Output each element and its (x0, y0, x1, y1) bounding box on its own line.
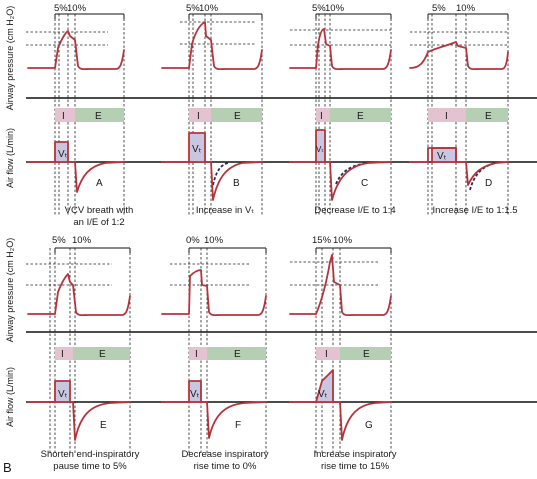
column-a: 5% 10% I E Vₜ A VCV breath with an I/E o… (26, 3, 133, 228)
svg-text:E: E (234, 111, 241, 122)
column-g: 15% 10% I E Vₜ G Increase inspiratory ri… (289, 235, 397, 472)
tidal-volume-area-c (315, 129, 326, 163)
column-letter-f: F (235, 420, 241, 431)
svg-text:5%: 5% (312, 3, 326, 14)
top-flow-axis-label: Air flow (L/min) (5, 128, 15, 188)
pressure-waveform-d (409, 41, 509, 71)
pause-label-a: 10% (67, 3, 87, 14)
column-b: 5% 10% I E Vₜ B Increase in Vₜ (161, 3, 263, 216)
caption-e-line1: Shorten end-inspiratory (41, 449, 140, 460)
tidal-volume-area-e (54, 380, 71, 403)
flow-waveform-d (409, 147, 509, 186)
svg-text:I: I (62, 111, 65, 122)
svg-text:5%: 5% (52, 235, 66, 246)
panel-label: B (3, 460, 12, 475)
column-e: 5% 10% I E Vₜ E Shorten end-inspiratory … (26, 235, 140, 472)
svg-text:E: E (99, 349, 106, 360)
column-letter-g: G (365, 420, 373, 431)
svg-text:Vₜ: Vₜ (318, 389, 328, 400)
column-letter-c: C (361, 178, 368, 189)
flow-waveform-b (161, 161, 263, 201)
svg-text:E: E (234, 349, 241, 360)
rise-label-a: 5% (54, 3, 68, 14)
caption-g-line1: Increase inspiratory (314, 449, 397, 460)
column-letter-d: D (485, 178, 492, 189)
caption-a-line2: an I/E of 1:2 (73, 217, 124, 228)
svg-text:I: I (325, 349, 328, 360)
caption-c: Decrease I/E to 1:4 (314, 205, 395, 216)
flow-waveform-e (27, 401, 131, 441)
tidal-volume-area-a (54, 141, 69, 163)
expiration-bar-a (75, 108, 124, 122)
svg-text:10%: 10% (333, 235, 353, 246)
svg-text:Vₜ: Vₜ (58, 149, 68, 160)
svg-text:10%: 10% (325, 3, 345, 14)
svg-text:E: E (95, 111, 102, 122)
svg-text:0%: 0% (186, 235, 200, 246)
caption-a-line1: VCV breath with (65, 205, 134, 216)
caption-e-line2: pause time to 5% (53, 461, 127, 472)
svg-text:10%: 10% (72, 235, 92, 246)
column-d: 5% 10% I E Vₜ D Increase I/E to 1:1.5 (409, 3, 518, 216)
pressure-waveform-c (289, 28, 392, 71)
svg-text:E: E (357, 111, 364, 122)
pressure-waveform-e (27, 273, 131, 317)
tidal-volume-area-b (188, 132, 206, 163)
pressure-waveform-b (161, 21, 263, 71)
column-letter-a: A (96, 178, 103, 189)
caption-f-line2: rise time to 0% (194, 461, 257, 472)
tidal-volume-area-f (188, 380, 202, 403)
pressure-waveform-a (27, 30, 125, 71)
svg-text:I: I (197, 111, 200, 122)
svg-text:15%: 15% (312, 235, 332, 246)
caption-b: Increase in Vₜ (196, 205, 254, 216)
flow-waveform-f (161, 401, 267, 439)
flow-waveform-a (27, 161, 125, 193)
svg-text:E: E (363, 349, 370, 360)
svg-text:Vₜ: Vₜ (58, 389, 68, 400)
svg-text:5%: 5% (432, 3, 446, 14)
svg-text:5%: 5% (186, 3, 200, 14)
column-letter-e: E (100, 420, 107, 431)
svg-text:10%: 10% (199, 3, 219, 14)
column-c: 5% 10% I E Vₜ C Decrease I/E to 1:4 (289, 3, 396, 216)
svg-text:I: I (61, 349, 64, 360)
bottom-pressure-axis-label: Airway pressure (cm H₂O) (5, 238, 15, 343)
svg-text:E: E (485, 111, 492, 122)
pressure-waveform-f (161, 269, 267, 317)
column-f: 0% 10% I E Vₜ F Decrease inspiratory ris… (161, 235, 269, 472)
tidal-volume-area-g (315, 369, 334, 403)
svg-text:Vₜ: Vₜ (437, 151, 447, 162)
svg-text:10%: 10% (456, 3, 476, 14)
pressure-waveform-g (289, 254, 392, 317)
flow-waveform-g (289, 401, 392, 441)
svg-text:I: I (320, 111, 323, 122)
svg-text:10%: 10% (204, 235, 224, 246)
caption-d: Increase I/E to 1:1.5 (432, 205, 517, 216)
caption-f-line1: Decrease inspiratory (181, 449, 268, 460)
reference-flow-waveform-b (212, 162, 229, 186)
svg-text:Vₜ: Vₜ (316, 145, 324, 154)
top-pressure-axis-label: Airway pressure (cm H₂O) (5, 6, 15, 111)
svg-text:Vₜ: Vₜ (192, 144, 202, 155)
svg-text:I: I (445, 111, 448, 122)
column-letter-b: B (233, 178, 240, 189)
caption-g-line2: rise time to 15% (321, 461, 390, 472)
bottom-flow-axis-label: Air flow (L/min) (5, 367, 15, 427)
flow-waveform-c (289, 161, 392, 201)
svg-text:Vₜ: Vₜ (190, 389, 200, 400)
inspiration-bar-a (55, 108, 75, 122)
svg-text:I: I (195, 349, 198, 360)
